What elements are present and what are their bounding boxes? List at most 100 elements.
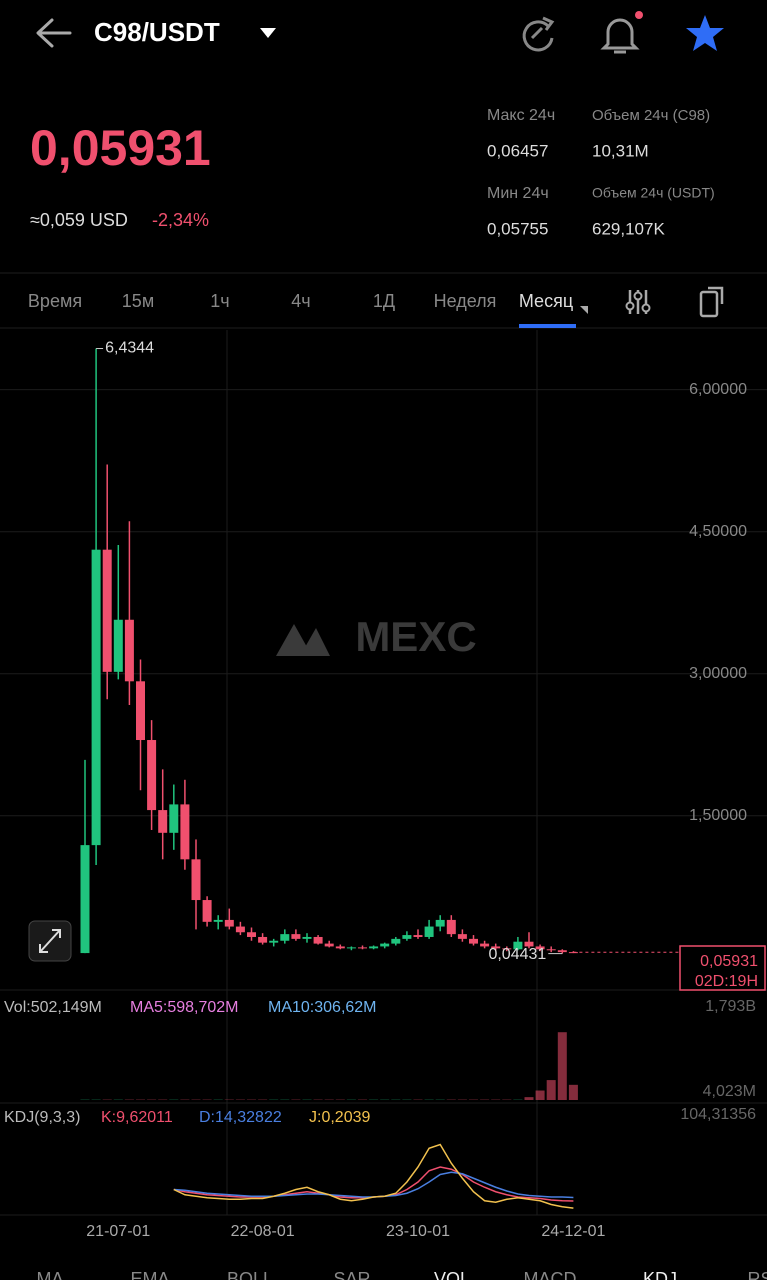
active-tab-underline <box>519 324 576 328</box>
pair-dropdown[interactable] <box>260 28 276 38</box>
interval-tabs: Время 15м 1ч 4ч 1Д Неделя Месяц <box>28 291 573 311</box>
back-button[interactable] <box>36 18 72 48</box>
candle-body <box>313 936 323 944</box>
candle-body <box>457 934 467 939</box>
refresh-button[interactable] <box>522 16 555 52</box>
stat-label: Мин 24ч <box>487 185 549 202</box>
candle-body <box>291 934 301 939</box>
interval-tab[interactable]: Месяц <box>519 291 573 311</box>
volume-legend: MA5:598,702M <box>130 999 239 1016</box>
candle-body <box>80 845 90 954</box>
interval-tab[interactable]: Время <box>28 291 82 311</box>
candle-body <box>557 950 567 953</box>
interval-tab[interactable]: 1Д <box>373 291 395 311</box>
stat-value: 10,31M <box>592 141 649 160</box>
interval-tab[interactable]: Неделя <box>434 291 497 311</box>
candle-body <box>524 941 534 947</box>
candle-body <box>202 900 212 922</box>
rotate-icon <box>699 290 719 318</box>
notification-dot <box>635 11 643 19</box>
candle-body <box>136 681 145 741</box>
volume-bar <box>557 1032 567 1100</box>
indicator-tab[interactable]: RS <box>747 1269 767 1280</box>
candle-body <box>391 938 401 944</box>
candle-body <box>180 804 190 860</box>
settings-knob <box>633 291 643 301</box>
x-tick-label: 23-10-01 <box>386 1223 450 1240</box>
bell-icon <box>600 18 640 50</box>
last-price-label: 0,05931 <box>700 953 758 970</box>
volume-bar <box>524 1097 534 1100</box>
candle-body <box>446 919 456 935</box>
chart-layer: MA EMA BOLL SAR VOL MACD KDJ RS 6,00000 4,50000 3,… <box>0 340 767 1280</box>
candle-body <box>235 926 245 933</box>
volume-bar <box>568 1084 578 1100</box>
watermark-logo <box>276 624 330 656</box>
stat-label: Объем 24ч (C98) <box>592 107 710 124</box>
last-price: 0,05931 <box>30 120 211 176</box>
kdj-legend: D:14,32822 <box>199 1109 282 1126</box>
candle-body <box>258 936 268 943</box>
volume-legend: Vol:502,149M <box>4 999 102 1016</box>
indicator-tab[interactable]: BOLL <box>227 1269 273 1280</box>
stat-label: Объем 24ч (USDT) <box>592 185 715 201</box>
volume-legend: MA10:306,62M <box>268 999 377 1016</box>
pair-title[interactable]: C98/USDT <box>94 17 220 47</box>
kdj-legend: J:0,2039 <box>309 1109 370 1126</box>
fullscreen-icon <box>39 929 61 953</box>
notification-button[interactable] <box>600 11 643 54</box>
settings-button[interactable] <box>625 290 651 314</box>
usd-price: ≈0,059 USD <box>30 210 128 230</box>
candle-body <box>380 943 390 947</box>
tab-dropdown[interactable] <box>580 306 588 314</box>
candle-body <box>91 549 101 846</box>
favorite-star[interactable] <box>686 15 724 51</box>
y-tick-label: 4,50000 <box>689 523 747 540</box>
stat-value: 629,107K <box>592 219 665 238</box>
max-label: 6,4344 <box>105 340 154 357</box>
interval-tab[interactable]: 4ч <box>291 291 310 311</box>
indicator-tab[interactable]: VOL <box>434 1269 470 1280</box>
y-tick-label: 3,00000 <box>689 665 747 682</box>
indicator-tab[interactable]: MA <box>37 1269 64 1280</box>
watermark-icon <box>276 624 330 656</box>
candle-body <box>480 943 490 947</box>
candle-body <box>435 919 445 927</box>
candle-body <box>191 859 201 901</box>
indicator-tab[interactable]: SAR <box>333 1269 370 1280</box>
y-tick-label: 1,50000 <box>689 807 747 824</box>
indicator-tab[interactable]: MACD <box>524 1269 577 1280</box>
indicator-tab[interactable]: KDJ <box>643 1269 677 1280</box>
fullscreen-button[interactable] <box>28 920 72 962</box>
rotate-icon <box>708 286 724 304</box>
rotate-button[interactable] <box>699 286 724 318</box>
candle-body <box>158 810 168 833</box>
price-change: -2,34% <box>152 210 209 230</box>
candle-body <box>502 948 512 950</box>
min-label: 0,04431 <box>488 946 546 963</box>
candle-body <box>424 926 434 937</box>
candle-body <box>369 946 379 949</box>
indicator-tab[interactable]: EMA <box>130 1269 169 1280</box>
watermark: MEXC <box>355 613 476 660</box>
candle-body <box>324 943 334 947</box>
candle-body <box>124 619 134 682</box>
kdj-line <box>173 1143 574 1209</box>
candle-body <box>102 549 112 672</box>
volume-bar <box>546 1080 556 1100</box>
y-tick-label: 6,00000 <box>689 381 747 398</box>
candle-body <box>113 619 123 672</box>
interval-tab[interactable]: 1ч <box>210 291 229 311</box>
stat-value: 0,06457 <box>487 141 548 160</box>
candle-body <box>247 932 256 937</box>
stat-value: 0,05755 <box>487 219 548 238</box>
candle-body <box>213 919 223 922</box>
back-arrow <box>36 18 72 48</box>
candle-body <box>269 940 279 943</box>
kdj-title: KDJ(9,3,3) <box>4 1109 80 1126</box>
interval-tab[interactable]: 15м <box>122 291 154 311</box>
last-price-tag <box>679 945 766 991</box>
refresh-arrow <box>542 16 555 31</box>
candle-body <box>491 946 501 949</box>
